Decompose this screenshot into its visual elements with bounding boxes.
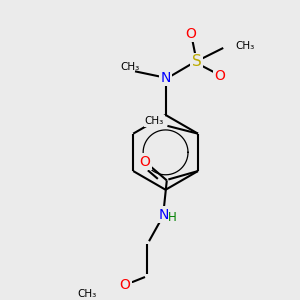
Text: O: O: [185, 27, 196, 41]
Text: CH₃: CH₃: [78, 289, 97, 299]
Text: CH₃: CH₃: [120, 62, 140, 72]
Text: O: O: [119, 278, 130, 292]
Text: CH₃: CH₃: [145, 116, 164, 126]
Text: CH₃: CH₃: [236, 41, 255, 51]
Text: S: S: [192, 55, 202, 70]
Text: N: N: [160, 70, 171, 85]
Text: N: N: [158, 208, 169, 222]
Text: O: O: [215, 69, 226, 83]
Text: H: H: [168, 211, 177, 224]
Text: O: O: [140, 155, 150, 169]
